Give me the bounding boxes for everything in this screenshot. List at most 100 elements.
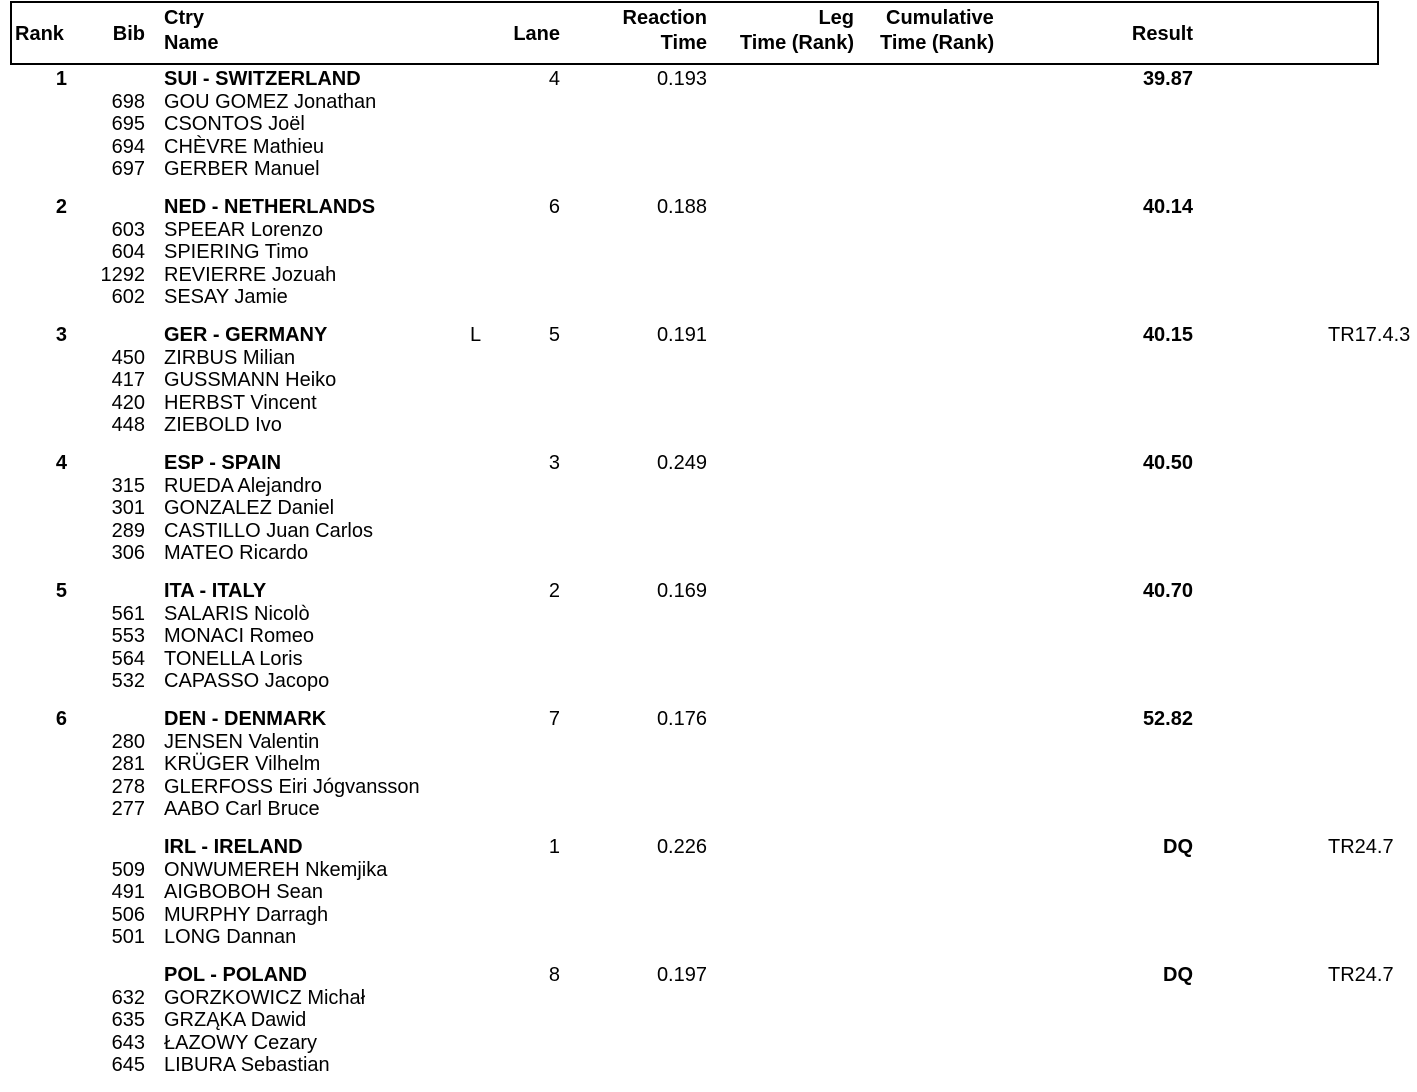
results-table-header: [10, 1, 1379, 65]
team-result: 40.50: [1142, 452, 1193, 474]
athlete-name: CAPASSO Jacopo: [164, 670, 330, 692]
team-lane: 5: [548, 324, 560, 346]
athlete-name: GLERFOSS Eiri Jógvansson: [164, 775, 420, 798]
athlete-bib: 635: [111, 1009, 145, 1031]
team-result: DQ: [1163, 836, 1193, 858]
header-name: Name: [164, 32, 219, 54]
athlete-name: RUEDA Alejandro: [164, 474, 322, 497]
athlete-bib: 280: [111, 730, 145, 753]
athlete-bib: 632: [111, 986, 145, 1009]
athlete-name: ONWUMEREH Nkemjika: [164, 858, 388, 881]
athlete-bib: 417: [111, 369, 145, 391]
athlete-name: AABO Carl Bruce: [164, 798, 320, 820]
team-rank: 6: [55, 708, 67, 730]
athlete-bib: 420: [111, 391, 145, 414]
athlete-name: SPEEAR Lorenzo: [164, 218, 323, 241]
athlete-name: GORZKOWICZ Michał: [164, 986, 366, 1009]
header-ctry: Ctry: [164, 7, 205, 29]
team-country: GER - GERMANY: [164, 324, 328, 346]
team-result-block: POL - POLAND 8 0.197 DQ TR24.7 632 GORZKOWICZ …: [0, 964, 1417, 1092]
athlete-name: MURPHY Darragh: [164, 903, 329, 926]
athlete-name: REVIERRE Jozuah: [164, 263, 337, 286]
athlete-bib: 561: [111, 602, 145, 625]
athlete-bib: 645: [111, 1054, 145, 1076]
team-lane: 8: [548, 964, 560, 986]
team-lane: 7: [548, 708, 560, 730]
team-lane: 1: [548, 836, 560, 858]
team-result: 40.15: [1142, 324, 1193, 346]
header-rank: Rank: [15, 23, 64, 45]
team-result: 40.14: [1142, 196, 1193, 218]
athlete-bib: 603: [111, 218, 145, 241]
team-rank: 5: [55, 580, 67, 602]
team-result: 39.87: [1142, 68, 1193, 90]
team-reaction-time: 0.176: [656, 708, 707, 730]
team-country: SUI - SWITZERLAND: [164, 68, 361, 90]
athlete-name: CSONTOS Joël: [164, 113, 305, 135]
team-flag: L: [470, 324, 482, 346]
team-rank: 2: [55, 196, 67, 218]
athlete-name: LIBURA Sebastian: [164, 1054, 330, 1076]
athlete-bib: 643: [111, 1031, 145, 1054]
athlete-bib: 277: [111, 798, 145, 820]
athlete-bib: 501: [111, 926, 145, 948]
team-lane: 3: [548, 452, 560, 474]
athlete-bib: 697: [111, 158, 145, 180]
team-reaction-time: 0.226: [656, 836, 707, 858]
team-result-block: 3 GER - GERMANY L 5 0.191 40.15 TR17.4.3 450 ZIR…: [0, 324, 1417, 452]
team-country: DEN - DENMARK: [164, 708, 327, 730]
team-result-block: IRL - IRELAND 1 0.226 DQ TR24.7 509 ONWUMEREH …: [0, 836, 1417, 964]
team-country: NED - NETHERLANDS: [164, 196, 376, 218]
team-reaction-time: 0.249: [656, 452, 707, 474]
athlete-bib: 698: [111, 90, 145, 113]
athlete-name: MATEO Ricardo: [164, 542, 309, 564]
athlete-name: GUSSMANN Heiko: [164, 369, 337, 391]
team-result-block: 5 ITA - ITALY 2 0.169 40.70 561 SALARIS Nicolò…: [0, 580, 1417, 708]
team-rank: 4: [55, 452, 67, 474]
team-result: 52.82: [1142, 708, 1193, 730]
athlete-name: AIGBOBOH Sean: [164, 881, 323, 903]
header-bib: Bib: [112, 23, 145, 45]
athlete-bib: 306: [111, 542, 145, 564]
header-lane: Lane: [513, 23, 560, 45]
athlete-bib: 315: [111, 474, 145, 497]
team-reaction-time: 0.169: [656, 580, 707, 602]
athlete-name: GOU GOMEZ Jonathan: [164, 90, 377, 113]
athlete-bib: 301: [111, 497, 145, 519]
athlete-name: LONG Dannan: [164, 926, 297, 948]
team-remark: TR24.7: [1328, 836, 1394, 858]
team-rank: 3: [55, 324, 67, 346]
team-rank: 1: [55, 68, 67, 90]
team-country: ESP - SPAIN: [164, 452, 282, 474]
team-result: 40.70: [1142, 580, 1193, 602]
athlete-name: ZIEBOLD Ivo: [164, 414, 282, 436]
athlete-bib: 553: [111, 625, 145, 647]
team-lane: 4: [548, 68, 560, 90]
team-result-block: 1 SUI - SWITZERLAND 4 0.193 39.87 698 GOU GOME…: [0, 68, 1417, 196]
athlete-name: GONZALEZ Daniel: [164, 497, 335, 519]
header-cumulative-1: Cumulative: [886, 7, 994, 29]
header-result: Result: [1131, 23, 1193, 45]
athlete-bib: 564: [111, 647, 145, 670]
athlete-name: TONELLA Loris: [164, 647, 303, 670]
team-reaction-time: 0.197: [656, 964, 707, 986]
athlete-name: JENSEN Valentin: [164, 730, 320, 753]
athlete-bib: 1292: [100, 263, 146, 286]
team-reaction-time: 0.193: [656, 68, 707, 90]
athlete-bib: 694: [111, 135, 145, 158]
team-result-block: 2 NED - NETHERLANDS 6 0.188 40.14 603 SPEEAR L…: [0, 196, 1417, 324]
athlete-name: CASTILLO Juan Carlos: [164, 519, 373, 542]
team-result-block: 4 ESP - SPAIN 3 0.249 40.50 315 RUEDA Alejandr…: [0, 452, 1417, 580]
athlete-name: SESAY Jamie: [164, 286, 288, 308]
header-reaction-1: Reaction: [622, 7, 707, 29]
team-lane: 6: [548, 196, 560, 218]
athlete-name: GRZĄKA Dawid: [164, 1009, 307, 1031]
header-leg-1: Leg: [818, 7, 854, 29]
athlete-name: GERBER Manuel: [164, 158, 320, 180]
athlete-name: KRÜGER Vilhelm: [164, 753, 321, 775]
athlete-name: ZIRBUS Milian: [164, 346, 296, 369]
athlete-name: SALARIS Nicolò: [164, 602, 310, 625]
athlete-bib: 695: [111, 113, 145, 135]
header-reaction-2: Time: [660, 32, 707, 54]
team-result-block: 6 DEN - DENMARK 7 0.176 52.82 280 JENSEN Valen…: [0, 708, 1417, 836]
